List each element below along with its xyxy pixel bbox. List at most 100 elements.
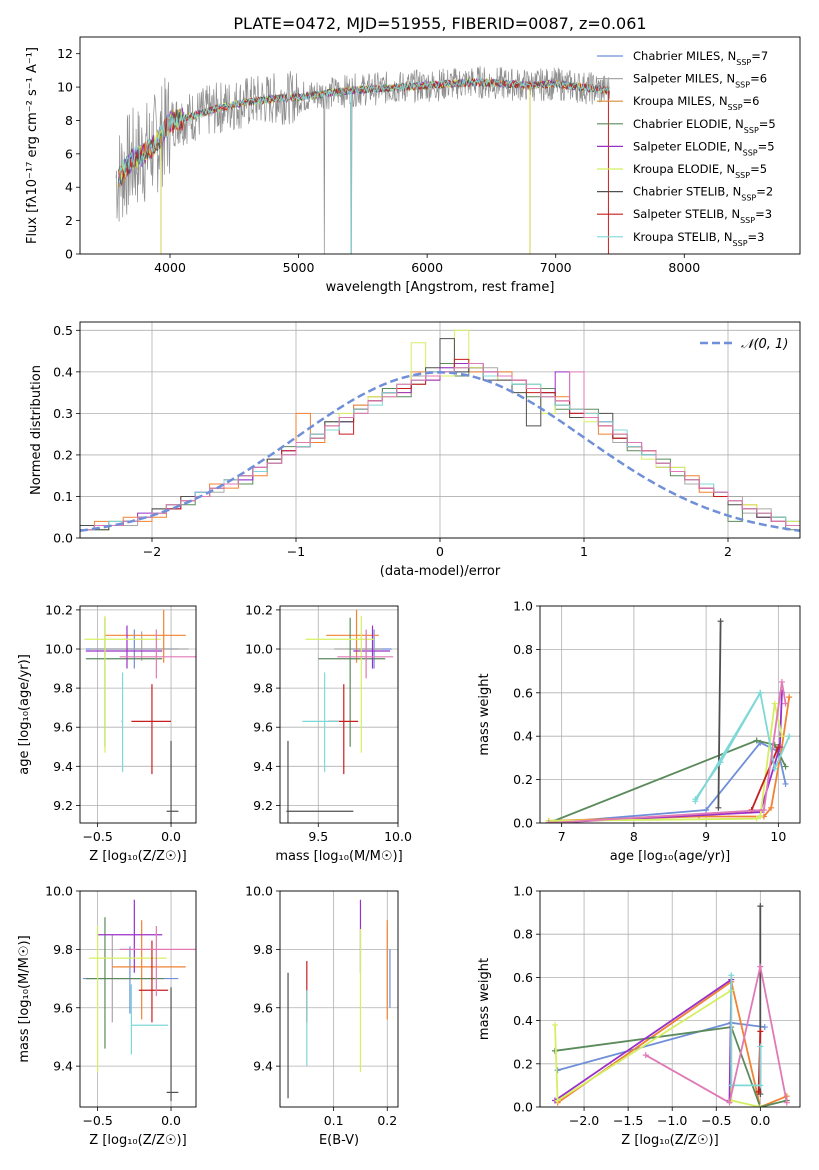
weight-series-line [717,621,722,808]
y-tick-label: 9.8 [253,681,273,696]
x-tick-label: 8 [630,829,638,844]
x-tick-label: −0.5 [701,1113,731,1128]
weight-point-marker [771,765,778,772]
errorbar-group [287,899,391,1099]
y-tick-label: 10 [57,80,73,95]
x-tick-label: 7000 [540,260,572,275]
weight-point-marker [782,700,789,707]
weight-point-marker [757,1028,764,1035]
y-tick-label: 12 [57,46,73,61]
histogram-lines [80,329,800,538]
weight-point-marker [717,759,724,766]
weight-point-marker [551,1021,558,1028]
x-tick-label: 9 [702,829,710,844]
weight-point-marker [786,733,793,740]
weight-point-marker [728,972,735,979]
legend-subscript: SSP [740,216,755,225]
weight-point-marker [757,1082,764,1089]
x-tick-label: 5000 [283,260,315,275]
y-tick-label: 9.6 [253,720,273,735]
figure-title: PLATE=0472, MJD=51955, FIBERID=0087, z=0… [233,14,646,33]
legend-subscript: SSP [744,125,759,134]
y-tick-label: 0.0 [513,816,533,831]
x-axis-label: E(B-V) [319,1133,359,1148]
weight-point-marker [761,1024,768,1031]
weight-lines [545,618,793,823]
model-spectrum-line [118,77,610,184]
x-tick-label: −0.5 [82,1113,112,1128]
weight-point-marker [545,820,552,823]
y-axis-label: age [log₁₀(age/yr)] [17,654,32,775]
axes-frame [279,605,399,824]
weight-series-line [645,966,788,1105]
legend-suffix: =3 [755,207,772,221]
mass-vs-metallicity-panel: −0.5 0.0 9.4 9.6 9.8 10.0 Z [log₁₀(Z/Z☉)] mass … [17,884,197,1148]
weight-point-marker [778,678,785,685]
y-axis-label: Flux [fλ10⁻¹⁷ erg cm⁻² s⁻¹ A⁻¹] [25,47,40,244]
weight-series-line [548,681,787,823]
y-tick-label: 0 [65,247,73,262]
weight-point-marker [778,733,785,740]
weight-point-marker [554,1067,561,1074]
legend-label: Kroupa STELIB, NSSP=3 [633,230,764,248]
weight-point-marker [768,804,775,811]
weight-series-line [554,1026,788,1107]
y-tick-label: 0.6 [513,685,533,700]
y-tick-label: 9.6 [253,1000,273,1015]
age-vs-mass-panel: 9.5 10.0 9.2 9.4 9.6 9.8 10.0 10.2 mass [log₁₀(M… [245,602,412,864]
x-tick-label: 10.0 [384,829,412,844]
legend-suffix: =6 [750,72,767,86]
weight-point-marker [753,737,760,744]
y-tick-label: 9.4 [53,1059,73,1074]
weight-point-marker [715,804,722,811]
legend-label: Chabrier STELIB, NSSP=2 [633,185,773,203]
y-tick-label: 6 [65,146,73,161]
x-tick-label: −2 [143,544,161,559]
y-tick-label: 9.8 [53,942,73,957]
y-tick-label: 9.6 [53,1000,73,1015]
weight-point-marker [757,963,764,970]
legend-subscript: SSP [736,58,751,67]
legend-suffix: =5 [750,162,767,176]
x-axis-label: mass [log₁₀(M/M☉)] [275,849,402,864]
weight-point-marker [783,1099,790,1106]
weight-point-marker [726,1099,733,1106]
errorbar-group [84,609,196,823]
weight-point-marker [755,1088,762,1095]
age-vs-metallicity-panel: −0.5 0.0 9.2 9.4 9.6 9.8 10.0 10.2 Z [log₁₀(Z/Z☉… [17,602,197,864]
x-tick-label: 2 [724,544,732,559]
x-tick-label: 0.0 [750,1113,770,1128]
x-tick-label: 8000 [668,260,700,275]
weight-vs-metallicity-panel: −2.0 −1.5 −1.0 −0.5 0.0 0.0 0.2 0.4 0.6 0.8 1.0 Z [… [477,884,801,1148]
weight-point-marker [782,763,789,770]
legend-subscript: SSP [741,193,756,202]
x-axis-label: Z [log₁₀(Z/Z☉)] [89,1133,186,1148]
axes-frame [79,321,801,539]
y-tick-label: 9.8 [53,681,73,696]
legend-subscript: SSP [735,171,750,180]
weight-series-line [730,975,762,1087]
y-tick-label: 0.0 [53,531,73,546]
weight-point-marker [771,700,778,707]
weight-point-marker [753,815,760,822]
y-tick-label: 9.4 [53,759,73,774]
x-tick-label: 0.0 [161,829,181,844]
weight-point-marker [757,1043,764,1050]
legend-suffix: =2 [756,185,773,199]
y-tick-label: 0.8 [513,927,533,942]
errorbar-group [82,899,196,1102]
weight-series-line [548,696,791,822]
weight-point-marker [642,1052,649,1059]
residuals-panel: −2 −1 0 1 2 0.0 0.1 0.2 0.3 0.4 0.5 (data-model)/er… [29,321,801,579]
x-tick-label: 7 [558,829,566,844]
weight-series-line [694,690,791,802]
gaussian-legend-label: 𝒩(0, 1) [741,337,788,352]
weight-series-line [548,703,783,822]
legend-suffix: =3 [748,230,765,244]
x-tick-label: −2.0 [569,1113,599,1128]
x-tick-label: 0.0 [161,1113,181,1128]
weight-point-marker [786,694,793,701]
y-tick-label: 8 [65,113,73,128]
x-tick-label: 0.1 [324,1113,344,1128]
